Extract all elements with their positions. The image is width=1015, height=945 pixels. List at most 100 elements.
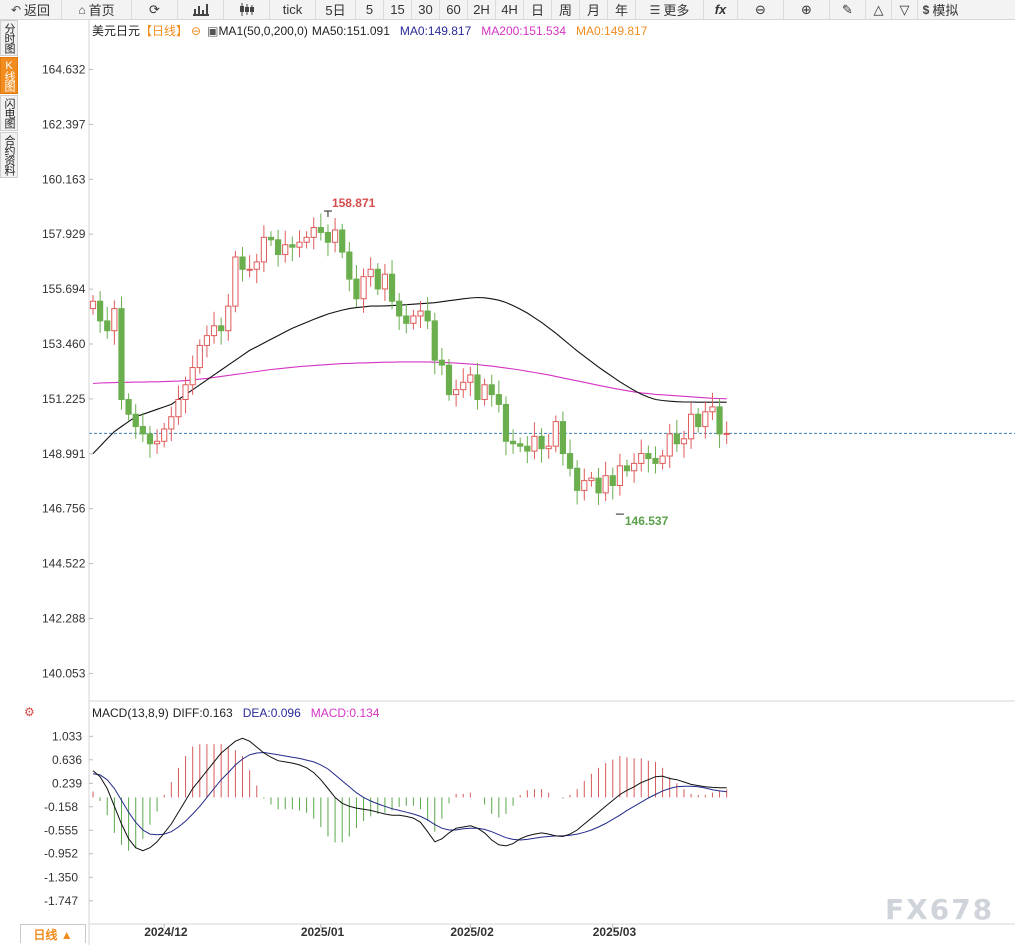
period-5min[interactable]: 5 (356, 0, 384, 19)
candle (431, 312, 438, 375)
period-week[interactable]: 周 (552, 0, 580, 19)
candle (716, 398, 723, 448)
candle-body (296, 241, 303, 248)
candle (538, 428, 545, 463)
candle-body (146, 433, 154, 445)
legend-symbol: 美元日元 (92, 24, 140, 38)
sidebar-item-timeshare[interactable]: 分时图 (0, 20, 18, 56)
candle (381, 264, 389, 301)
candle-body (616, 465, 623, 487)
trend-down-button[interactable]: ▽ (892, 0, 918, 19)
candle-body (474, 374, 481, 401)
candle-body (595, 477, 602, 494)
candle (588, 471, 595, 487)
price-tick-label: 164.632 (42, 62, 86, 76)
zoom-out-icon: ⊖ (755, 1, 766, 17)
candle (488, 374, 495, 407)
watermark: FX678 (885, 893, 995, 926)
indicator-button[interactable] (178, 0, 224, 19)
sidebar-item-flash[interactable]: 闪电图 (0, 95, 18, 131)
period-day[interactable]: 日 (524, 0, 552, 19)
candle-body (680, 438, 688, 445)
period-60min[interactable]: 60 (440, 0, 468, 19)
candle-body (346, 251, 353, 280)
candle (239, 246, 246, 282)
trend-up-button[interactable]: △ (866, 0, 892, 19)
candle-body (552, 421, 559, 447)
price-tick-label: 140.053 (42, 666, 86, 680)
candle (104, 306, 111, 339)
draw-button[interactable]: ✎ (830, 0, 866, 19)
macd-dea-line (92, 751, 727, 841)
candle-body (303, 236, 310, 243)
chart-axes (88, 20, 1015, 945)
zoom-out-button[interactable]: ⊖ (738, 0, 784, 19)
candle-body (467, 374, 474, 383)
back-button[interactable]: ↶ 返回 (0, 0, 62, 19)
candle (275, 229, 282, 267)
candle-body (374, 268, 381, 290)
period-5day[interactable]: 5日 (316, 0, 356, 19)
date-tick-label: 2025/03 (593, 925, 637, 939)
candle-body (438, 359, 445, 366)
menu-icon: ☰ (649, 2, 661, 17)
candle-body (253, 261, 260, 270)
period-4h[interactable]: 4H (496, 0, 524, 19)
period-30min[interactable]: 30 (412, 0, 440, 19)
home-button[interactable]: ⌂ 首页 (62, 0, 132, 19)
candle-body (97, 300, 104, 322)
period-tab-daily[interactable]: 日线 ▲ (20, 924, 86, 943)
candle-body (559, 421, 567, 455)
candle-body (196, 344, 203, 369)
period-tick[interactable]: tick (270, 0, 316, 19)
candle (517, 437, 524, 453)
candle-body (524, 445, 531, 452)
period-month[interactable]: 月 (580, 0, 608, 19)
candle (282, 230, 289, 263)
period-2h[interactable]: 2H (468, 0, 496, 19)
ma50-layer (92, 296, 727, 454)
candle (396, 293, 403, 330)
candle (175, 385, 182, 425)
period-15min[interactable]: 15 (384, 0, 412, 19)
candle (97, 291, 104, 333)
candle (666, 423, 673, 469)
refresh-button[interactable]: ⟳ (132, 0, 178, 19)
candle-body (581, 480, 588, 491)
candle-body (388, 273, 396, 302)
candle-body (210, 325, 218, 337)
candle-body (709, 406, 716, 413)
sidebar-item-contract[interactable]: 合约资料 (0, 132, 18, 178)
candle-body (410, 315, 417, 324)
period-year[interactable]: 年 (608, 0, 636, 19)
candlestick-icon (239, 3, 254, 16)
candle-body (702, 411, 709, 428)
candle (132, 404, 139, 439)
candle-body (317, 227, 324, 233)
candle (111, 300, 118, 345)
zoom-in-button[interactable]: ⊕ (784, 0, 830, 19)
more-button[interactable]: ☰ 更多 (636, 0, 704, 19)
simulate-button[interactable]: $ 模拟 (922, 2, 959, 19)
candle (317, 213, 324, 241)
back-arrow-icon: ↶ (10, 2, 22, 17)
candlestick-button[interactable] (224, 0, 270, 19)
candle-body (168, 416, 175, 430)
candle-body (609, 475, 616, 487)
candle (303, 231, 310, 249)
price-legend: 美元日元【日线】 ⊖ ▣MA1(50,0,200,0) MA50:151.091 MA0… (92, 24, 648, 38)
sidebar-item-kline[interactable]: K线图 (0, 57, 18, 94)
bar-chart-icon (192, 4, 209, 16)
candle (574, 460, 581, 505)
candle-body (396, 300, 403, 317)
candle-body (602, 475, 609, 494)
candle (602, 461, 609, 501)
candle-body (460, 381, 467, 391)
candle-body (125, 399, 132, 415)
formula-button[interactable]: fx (704, 0, 738, 19)
candle (210, 311, 218, 344)
candle-body (353, 278, 360, 300)
candle (353, 265, 360, 307)
candle-body (175, 399, 182, 418)
